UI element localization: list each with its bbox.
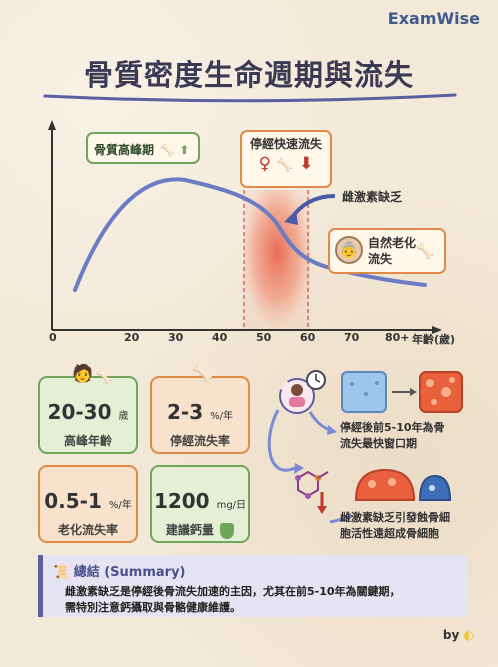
tick-label: 20 xyxy=(124,331,140,344)
stat-unit: %/年 xyxy=(210,411,233,422)
page-title: 骨質密度生命週期與流失 xyxy=(83,58,414,92)
summary-text: 雌激素缺乏是停經後骨流失加速的主因，尤其在前5-10年為關鍵期， 需特別注意鈣攝… xyxy=(65,585,401,614)
healthy-bone-icon xyxy=(341,371,387,413)
tick-label: 70 xyxy=(344,331,360,344)
window-note: 停經後前5-10年為骨 流失最快窗口期 xyxy=(340,421,445,450)
tick-label: 60 xyxy=(300,331,316,344)
person-icon: 🧑 xyxy=(72,364,94,384)
menopause-bubble: 停經快速流失 ♀ 🦴 ⬇ xyxy=(240,130,332,188)
tick-label: 40 xyxy=(212,331,228,344)
stat-menopause-rate: 🦴 2-3 %/年 停經流失率 xyxy=(150,364,250,454)
summary-box: 📜 總結 (Summary) 雌激素缺乏是停經後骨流失加速的主因，尤其在前5-1… xyxy=(38,555,468,617)
menopause-label: 停經快速流失 xyxy=(249,137,322,151)
stat-unit: %/年 xyxy=(108,500,132,511)
byline: by ◐ xyxy=(443,628,474,642)
x-axis-label: 年齡(歲) xyxy=(412,333,456,346)
summary-title: 總結 (Summary) xyxy=(73,565,186,580)
stat-unit: 歲 xyxy=(118,411,129,422)
broken-bone-icon: 🦴 xyxy=(192,364,214,384)
aging-label: 自然老化 流失 xyxy=(368,236,417,266)
peak-bubble: 骨質高峰期 🦴 ⬆ xyxy=(86,132,200,164)
aging-bubble: 👵 自然老化 流失 🦴 xyxy=(328,228,446,274)
stat-peak-age: 🧑 🦴 20-30 歲 高峰年齡 xyxy=(38,364,138,454)
broken-bone-icon: 🦴 xyxy=(277,158,294,173)
stat-value: 20-30 xyxy=(47,400,112,424)
stat-unit: mg/日 xyxy=(216,500,247,511)
byline-text: by xyxy=(442,628,460,642)
hormone-molecule-icon xyxy=(295,470,329,499)
mechanism-note: 雌激素缺乏引發蝕骨細 胞活性遠超成骨細胞 xyxy=(340,511,450,540)
estrogen-label: 雌激素缺乏 xyxy=(342,190,403,204)
stat-caption: 停經流失率 xyxy=(169,434,230,448)
stat-caption: 建議鈣量 xyxy=(165,523,214,537)
banana-logo-icon: ◐ xyxy=(463,628,474,642)
scroll-icon: 📜 xyxy=(53,565,70,580)
tick-label: 50 xyxy=(256,331,272,344)
tick-label: 0 xyxy=(49,331,57,344)
osteoclast-icon xyxy=(354,468,416,501)
brand-logo: ExamWise xyxy=(387,9,480,28)
stat-value: 1200 xyxy=(153,489,210,513)
elderly-icon: 👵 xyxy=(335,236,363,264)
bone-icon: 🦴 xyxy=(160,143,176,157)
density-curve xyxy=(73,177,427,292)
arrow-up-icon: ⬆ xyxy=(179,143,190,157)
tick-label: 80+ xyxy=(385,331,410,344)
bone-icon: 🦴 xyxy=(416,242,435,260)
stat-calcium: 1200 mg/日 建議鈣量 xyxy=(150,465,250,543)
stat-value: 2-3 xyxy=(167,400,204,424)
stat-caption: 高峰年齡 xyxy=(63,434,112,448)
stat-aging-rate: 0.5-1 %/年 老化流失率 xyxy=(38,465,138,543)
female-icon: ♀ xyxy=(258,154,272,174)
tick-label: 30 xyxy=(168,331,184,344)
peak-label: 骨質高峰期 xyxy=(94,143,155,157)
stat-value: 0.5-1 xyxy=(44,489,102,513)
arrow-down-icon: ⬇ xyxy=(299,154,314,174)
bone-icon: 🦴 xyxy=(96,370,113,385)
menopause-zone xyxy=(244,190,310,330)
calcium-shield-icon xyxy=(220,522,235,539)
stat-caption: 老化流失率 xyxy=(57,523,118,537)
